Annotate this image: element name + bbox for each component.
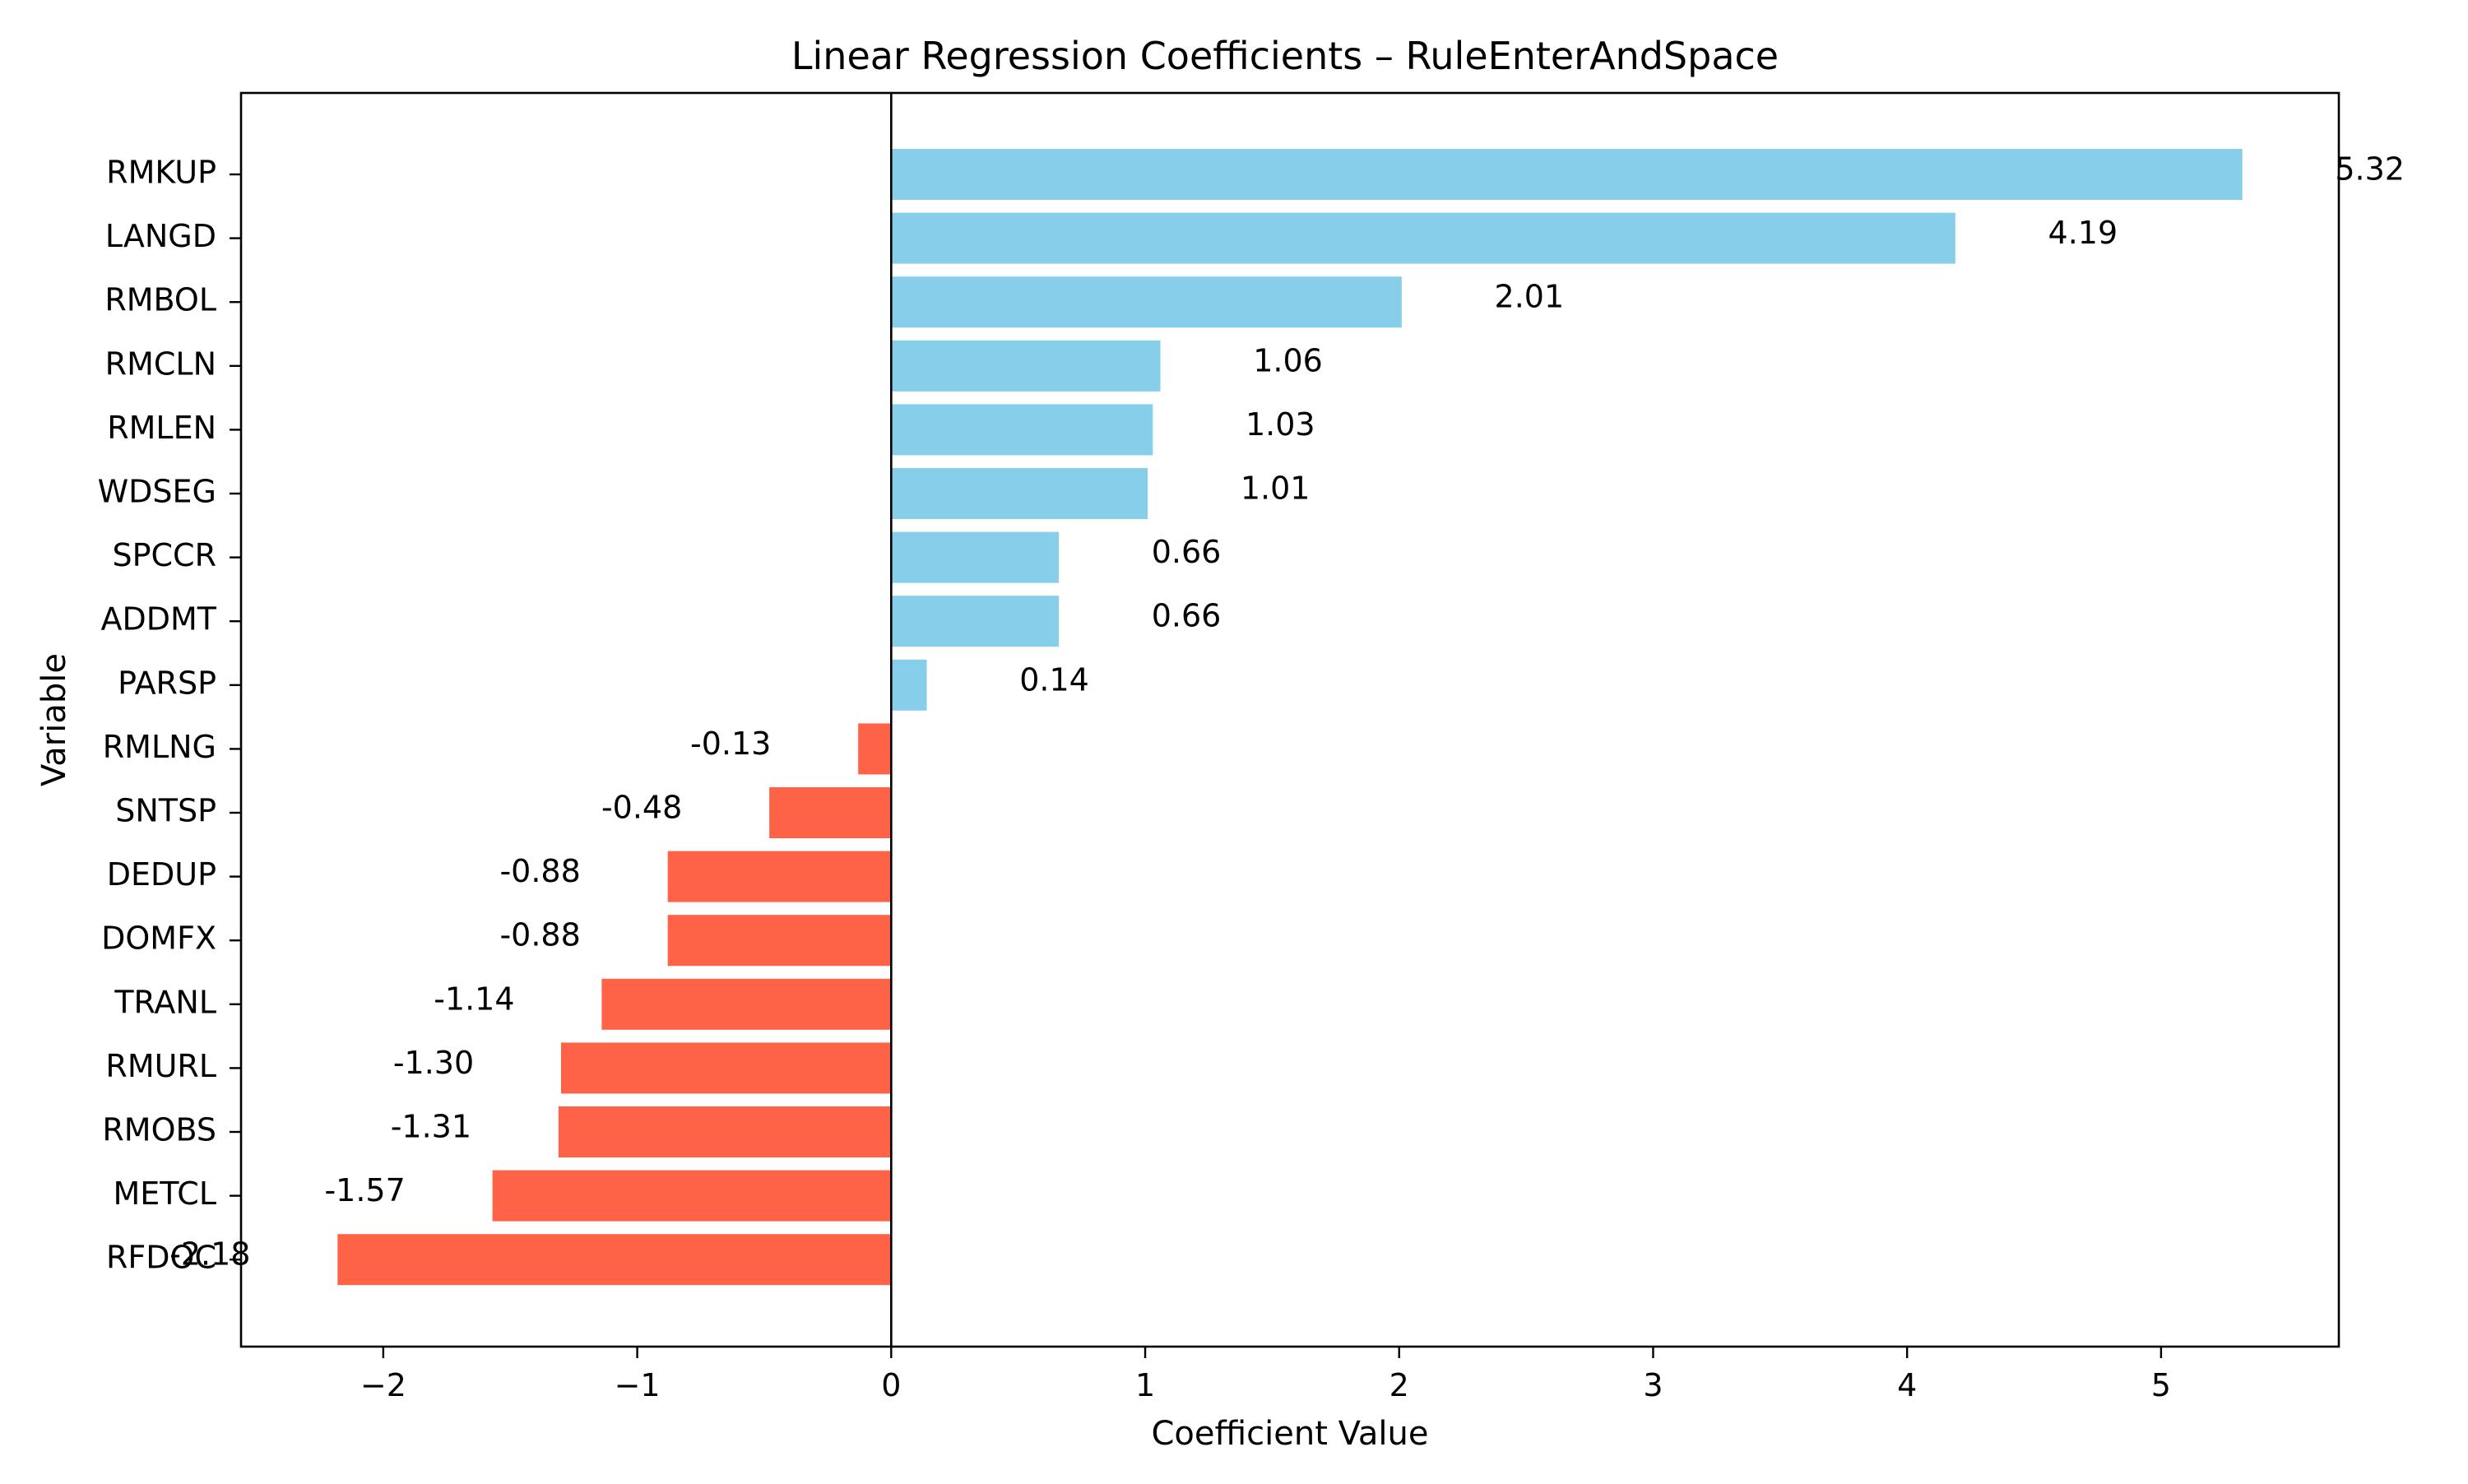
bar-langd <box>891 212 1955 264</box>
value-label-rmlen: 1.03 <box>1246 406 1315 443</box>
y-axis-label: Variable <box>35 653 73 786</box>
value-label-spccr: 0.66 <box>1152 534 1222 570</box>
bar-sntsp <box>769 787 892 838</box>
value-label-wdseg: 1.01 <box>1241 471 1311 507</box>
y-tick-label-rmbol: RMBOL <box>104 282 216 318</box>
y-tick-label-domfx: DOMFX <box>101 921 216 957</box>
bar-tranl <box>601 978 892 1030</box>
y-tick-label-tranl: TRANL <box>114 984 216 1020</box>
bars-layer <box>337 149 2243 1286</box>
value-label-rmobs: -1.31 <box>391 1109 471 1145</box>
bar-rfdoc <box>337 1234 892 1286</box>
y-tick-label-rmlng: RMLNG <box>103 729 216 765</box>
x-tick-label-2: 0 <box>881 1367 901 1403</box>
y-tick-label-langd: LANGD <box>105 218 216 254</box>
y-tick-label-rmobs: RMOBS <box>102 1112 216 1148</box>
value-label-rmbol: 2.01 <box>1495 279 1565 315</box>
bar-rmcln <box>891 340 1161 392</box>
y-tick-label-metcl: METCL <box>114 1176 217 1212</box>
plot-frame <box>239 91 2340 1348</box>
y-tick-label-rmkup: RMKUP <box>106 155 216 191</box>
bar-addmt <box>891 596 1060 647</box>
x-tick-label-0: −2 <box>360 1367 406 1403</box>
value-label-addmt: 0.66 <box>1152 598 1222 634</box>
value-label-rfdoc: -2.18 <box>169 1236 250 1273</box>
y-tick-label-parsp: PARSP <box>118 665 216 701</box>
value-label-rmurl: -1.30 <box>393 1045 474 1081</box>
value-label-domfx: -0.88 <box>499 917 580 953</box>
bar-domfx <box>667 915 892 967</box>
bar-rmlen <box>891 404 1153 456</box>
x-tick-label-3: 1 <box>1135 1367 1155 1403</box>
value-label-rmcln: 1.06 <box>1253 342 1323 378</box>
value-label-rmkup: 5.32 <box>2335 151 2405 188</box>
y-axis: RMKUP LANGD RMBOL RMCLN RMLEN WDSEG SPCCR ADDMT… <box>98 155 241 1276</box>
bar-spccr <box>891 531 1060 583</box>
value-label-parsp: 0.14 <box>1019 661 1089 698</box>
value-label-tranl: -1.14 <box>434 981 514 1017</box>
bar-dedup <box>667 851 892 902</box>
y-tick-label-rmcln: RMCLN <box>105 345 216 382</box>
x-axis: −2 −1 0 1 2 3 4 5 <box>360 1347 2171 1403</box>
y-tick-label-rmlen: RMLEN <box>107 410 216 446</box>
bar-rmurl <box>560 1042 892 1094</box>
x-axis-label: Coefficient Value <box>1152 1415 1429 1453</box>
bar-rmobs <box>558 1106 892 1157</box>
x-tick-label-6: 4 <box>1897 1367 1917 1403</box>
y-tick-label-wdseg: WDSEG <box>98 474 216 510</box>
chart-title: Linear Regression Coefficients – RuleEnt… <box>791 34 1779 78</box>
x-tick-label-4: 2 <box>1389 1367 1409 1403</box>
bar-rmbol <box>891 276 1402 328</box>
value-label-rmlng: -0.13 <box>690 726 771 762</box>
y-tick-label-addmt: ADDMT <box>100 601 216 638</box>
value-label-dedup: -0.88 <box>499 853 580 889</box>
y-tick-label-rmurl: RMURL <box>105 1048 216 1084</box>
value-labels-layer: 5.32 4.19 2.01 1.06 1.03 1.01 0.66 0.66 0.14 -0.1… <box>169 151 2405 1273</box>
y-tick-label-spccr: SPCCR <box>112 537 216 573</box>
y-tick-label-dedup: DEDUP <box>107 856 216 893</box>
y-tick-label-sntsp: SNTSP <box>115 793 216 829</box>
x-tick-label-7: 5 <box>2151 1367 2171 1403</box>
value-label-metcl: -1.57 <box>324 1172 405 1208</box>
x-tick-label-5: 3 <box>1643 1367 1663 1403</box>
value-label-langd: 4.19 <box>2048 215 2118 251</box>
bar-wdseg <box>891 468 1148 519</box>
x-tick-label-1: −1 <box>615 1367 661 1403</box>
bar-rmkup <box>891 149 2243 200</box>
bar-metcl <box>492 1170 892 1222</box>
bar-rmlng <box>858 723 892 775</box>
bar-parsp <box>891 659 927 711</box>
value-label-sntsp: -0.48 <box>601 790 682 826</box>
y-tick-label-rfdoc: RFDOC <box>106 1240 216 1276</box>
